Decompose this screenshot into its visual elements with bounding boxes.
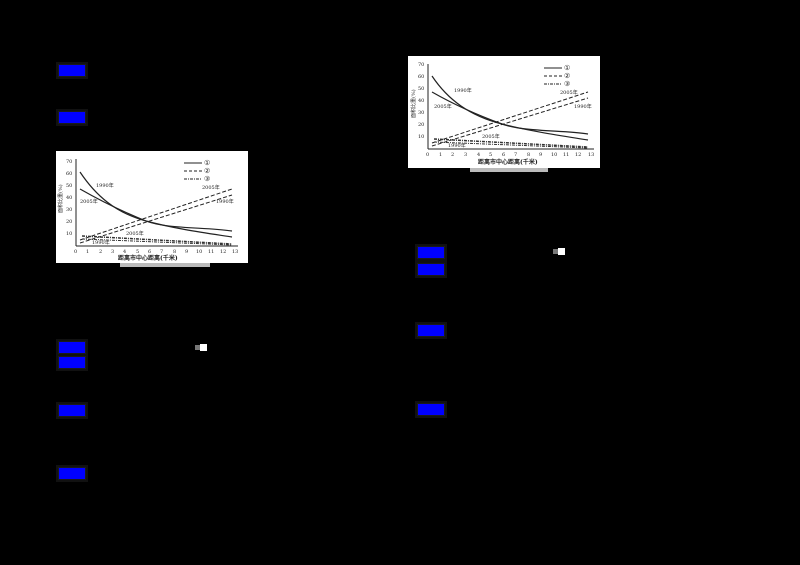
line-chart-svg: 10 20 30 40 50 60 70 0 1 2 3 4 5 6 7 8 9…: [410, 62, 594, 166]
svg-text:③: ③: [204, 175, 210, 183]
svg-text:4: 4: [123, 249, 126, 255]
svg-text:1990年: 1990年: [454, 87, 472, 94]
question-tag-6: [58, 467, 86, 480]
svg-text:4: 4: [477, 152, 480, 158]
svg-text:40: 40: [66, 195, 72, 201]
question-tag-3: [58, 341, 86, 354]
svg-text:2005年: 2005年: [482, 133, 500, 140]
svg-text:10: 10: [551, 152, 557, 158]
svg-text:②: ②: [204, 167, 210, 175]
svg-text:3: 3: [111, 249, 114, 255]
svg-text:20: 20: [66, 219, 72, 225]
svg-text:8: 8: [173, 249, 176, 255]
question-tag-7: [417, 246, 445, 259]
question-tag-1: [58, 64, 86, 77]
svg-text:10: 10: [418, 134, 424, 140]
image-fragment: [195, 344, 207, 351]
svg-text:③: ③: [564, 80, 570, 88]
svg-text:50: 50: [418, 86, 424, 92]
svg-text:8: 8: [527, 152, 530, 158]
svg-text:1990年: 1990年: [448, 142, 466, 149]
question-tag-9: [417, 324, 445, 337]
question-tag-10: [417, 403, 445, 416]
svg-text:1: 1: [439, 152, 442, 158]
svg-text:2005年: 2005年: [202, 184, 220, 191]
image-fragment: [553, 248, 565, 255]
svg-text:1990年: 1990年: [96, 182, 114, 189]
y-axis-label: 面积比重(%): [410, 89, 417, 118]
caption-strip: [120, 263, 210, 267]
svg-text:5: 5: [136, 249, 139, 255]
svg-text:3: 3: [464, 152, 467, 158]
svg-text:2005年: 2005年: [434, 103, 452, 110]
svg-text:1990年: 1990年: [92, 239, 110, 246]
x-axis-label: 距离市中心距离(千米): [478, 158, 538, 166]
svg-text:1990年: 1990年: [216, 198, 234, 205]
svg-text:40: 40: [418, 98, 424, 104]
svg-text:30: 30: [66, 207, 72, 213]
svg-text:0: 0: [74, 249, 77, 255]
svg-text:60: 60: [66, 171, 72, 177]
svg-text:9: 9: [539, 152, 542, 158]
svg-text:6: 6: [148, 249, 151, 255]
svg-text:60: 60: [418, 74, 424, 80]
svg-text:11: 11: [563, 152, 569, 158]
svg-text:70: 70: [418, 62, 424, 68]
svg-text:20: 20: [418, 122, 424, 128]
svg-text:①: ①: [204, 159, 210, 167]
svg-text:10: 10: [196, 249, 202, 255]
question-tag-8: [417, 263, 445, 276]
svg-text:7: 7: [160, 249, 163, 255]
svg-text:70: 70: [66, 159, 72, 165]
chart-left: 10 20 30 40 50 60 70 0 1 2 3 4 5 6 7 8 9…: [56, 151, 248, 263]
svg-text:50: 50: [66, 183, 72, 189]
svg-text:5: 5: [489, 152, 492, 158]
svg-text:2: 2: [451, 152, 454, 158]
svg-text:10: 10: [66, 231, 72, 237]
chart-right: 10 20 30 40 50 60 70 0 1 2 3 4 5 6 7 8 9…: [408, 56, 600, 168]
question-tag-2: [58, 111, 86, 124]
svg-text:2005年: 2005年: [126, 230, 144, 237]
svg-text:2: 2: [99, 249, 102, 255]
x-axis-label: 距离市中心距离(千米): [118, 254, 178, 262]
svg-text:1: 1: [86, 249, 89, 255]
svg-text:9: 9: [185, 249, 188, 255]
svg-text:2005年: 2005年: [560, 89, 578, 96]
y-axis-label: 面积比重(%): [57, 184, 64, 213]
caption-strip: [470, 168, 548, 172]
svg-text:30: 30: [418, 110, 424, 116]
svg-text:②: ②: [564, 72, 570, 80]
svg-text:12: 12: [575, 152, 581, 158]
svg-text:13: 13: [232, 249, 238, 255]
question-tag-4: [58, 356, 86, 369]
svg-text:1990年: 1990年: [574, 103, 592, 110]
line-chart-svg: 10 20 30 40 50 60 70 0 1 2 3 4 5 6 7 8 9…: [57, 159, 238, 262]
svg-text:13: 13: [588, 152, 594, 158]
svg-text:0: 0: [426, 152, 429, 158]
svg-text:11: 11: [208, 249, 214, 255]
svg-text:12: 12: [220, 249, 226, 255]
svg-text:①: ①: [564, 64, 570, 72]
svg-text:2005年: 2005年: [80, 198, 98, 205]
svg-text:6: 6: [502, 152, 505, 158]
question-tag-5: [58, 404, 86, 417]
svg-text:7: 7: [514, 152, 517, 158]
